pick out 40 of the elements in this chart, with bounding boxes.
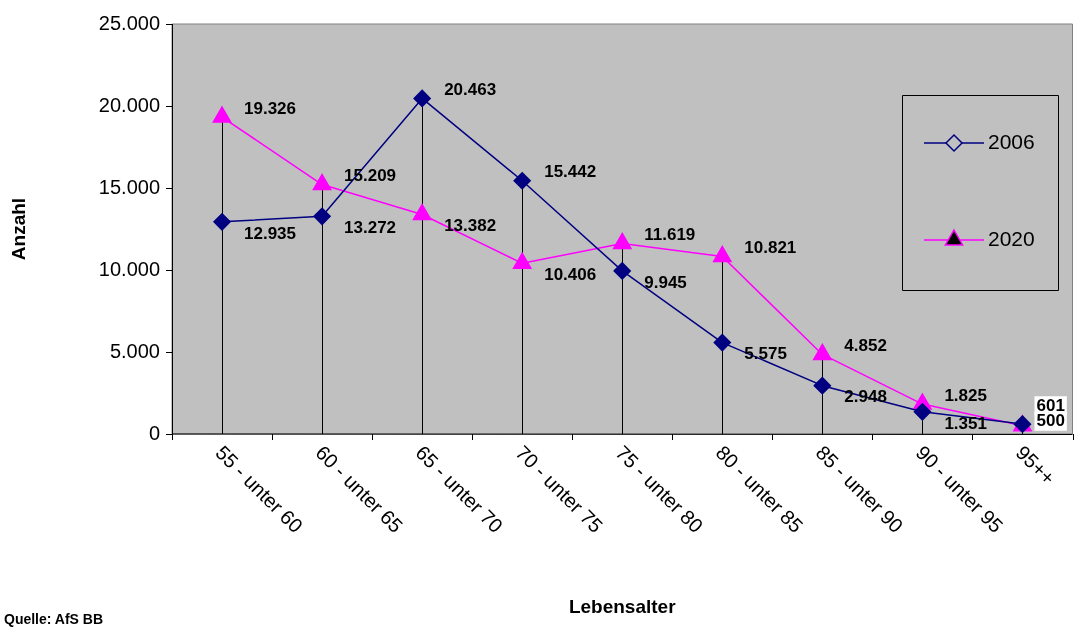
data-label: 10.821: [744, 238, 797, 258]
y-tick-label: 0: [148, 421, 160, 444]
point: [612, 232, 632, 250]
y-tick-label: 15.000: [98, 175, 160, 198]
point: [813, 376, 832, 395]
point: [712, 245, 732, 263]
data-label: 11.619: [644, 225, 696, 245]
point: [312, 173, 332, 191]
y-tick-label: 25.000: [98, 11, 160, 34]
legend-label: 2020: [988, 226, 1035, 250]
data-label: 13.382: [444, 216, 497, 236]
point: [512, 252, 532, 270]
data-label: 500: [1036, 411, 1065, 431]
data-label: 9.945: [644, 272, 687, 292]
source-note: Quelle: AfS BB: [4, 610, 104, 627]
data-label: 5.575: [744, 344, 787, 364]
point: [313, 207, 331, 226]
data-label: 19.326: [244, 98, 297, 118]
y-tick-label: 5.000: [109, 339, 160, 362]
point: [212, 106, 232, 123]
data-label: 1.825: [944, 385, 987, 405]
point: [713, 333, 732, 352]
point: [613, 262, 631, 280]
point: [412, 203, 432, 221]
x-axis-title: Lebensalter: [568, 596, 677, 618]
data-label: 12.935: [244, 223, 297, 243]
data-label: 601: [1036, 395, 1065, 415]
y-tick-label: 20.000: [98, 93, 160, 116]
data-label: 4.852: [844, 336, 887, 356]
point: [812, 343, 832, 361]
data-label: 13.272: [344, 218, 397, 238]
point: [913, 403, 932, 421]
point: [213, 213, 231, 231]
data-label: 1.351: [944, 413, 987, 433]
data-label: 20.463: [444, 80, 497, 100]
y-tick-label: 10.000: [98, 257, 160, 280]
data-label: 10.406: [544, 265, 597, 285]
data-label: 15.442: [544, 162, 597, 182]
y-axis-title: Anzahl: [8, 197, 30, 261]
legend-label: 2006: [988, 129, 1035, 153]
